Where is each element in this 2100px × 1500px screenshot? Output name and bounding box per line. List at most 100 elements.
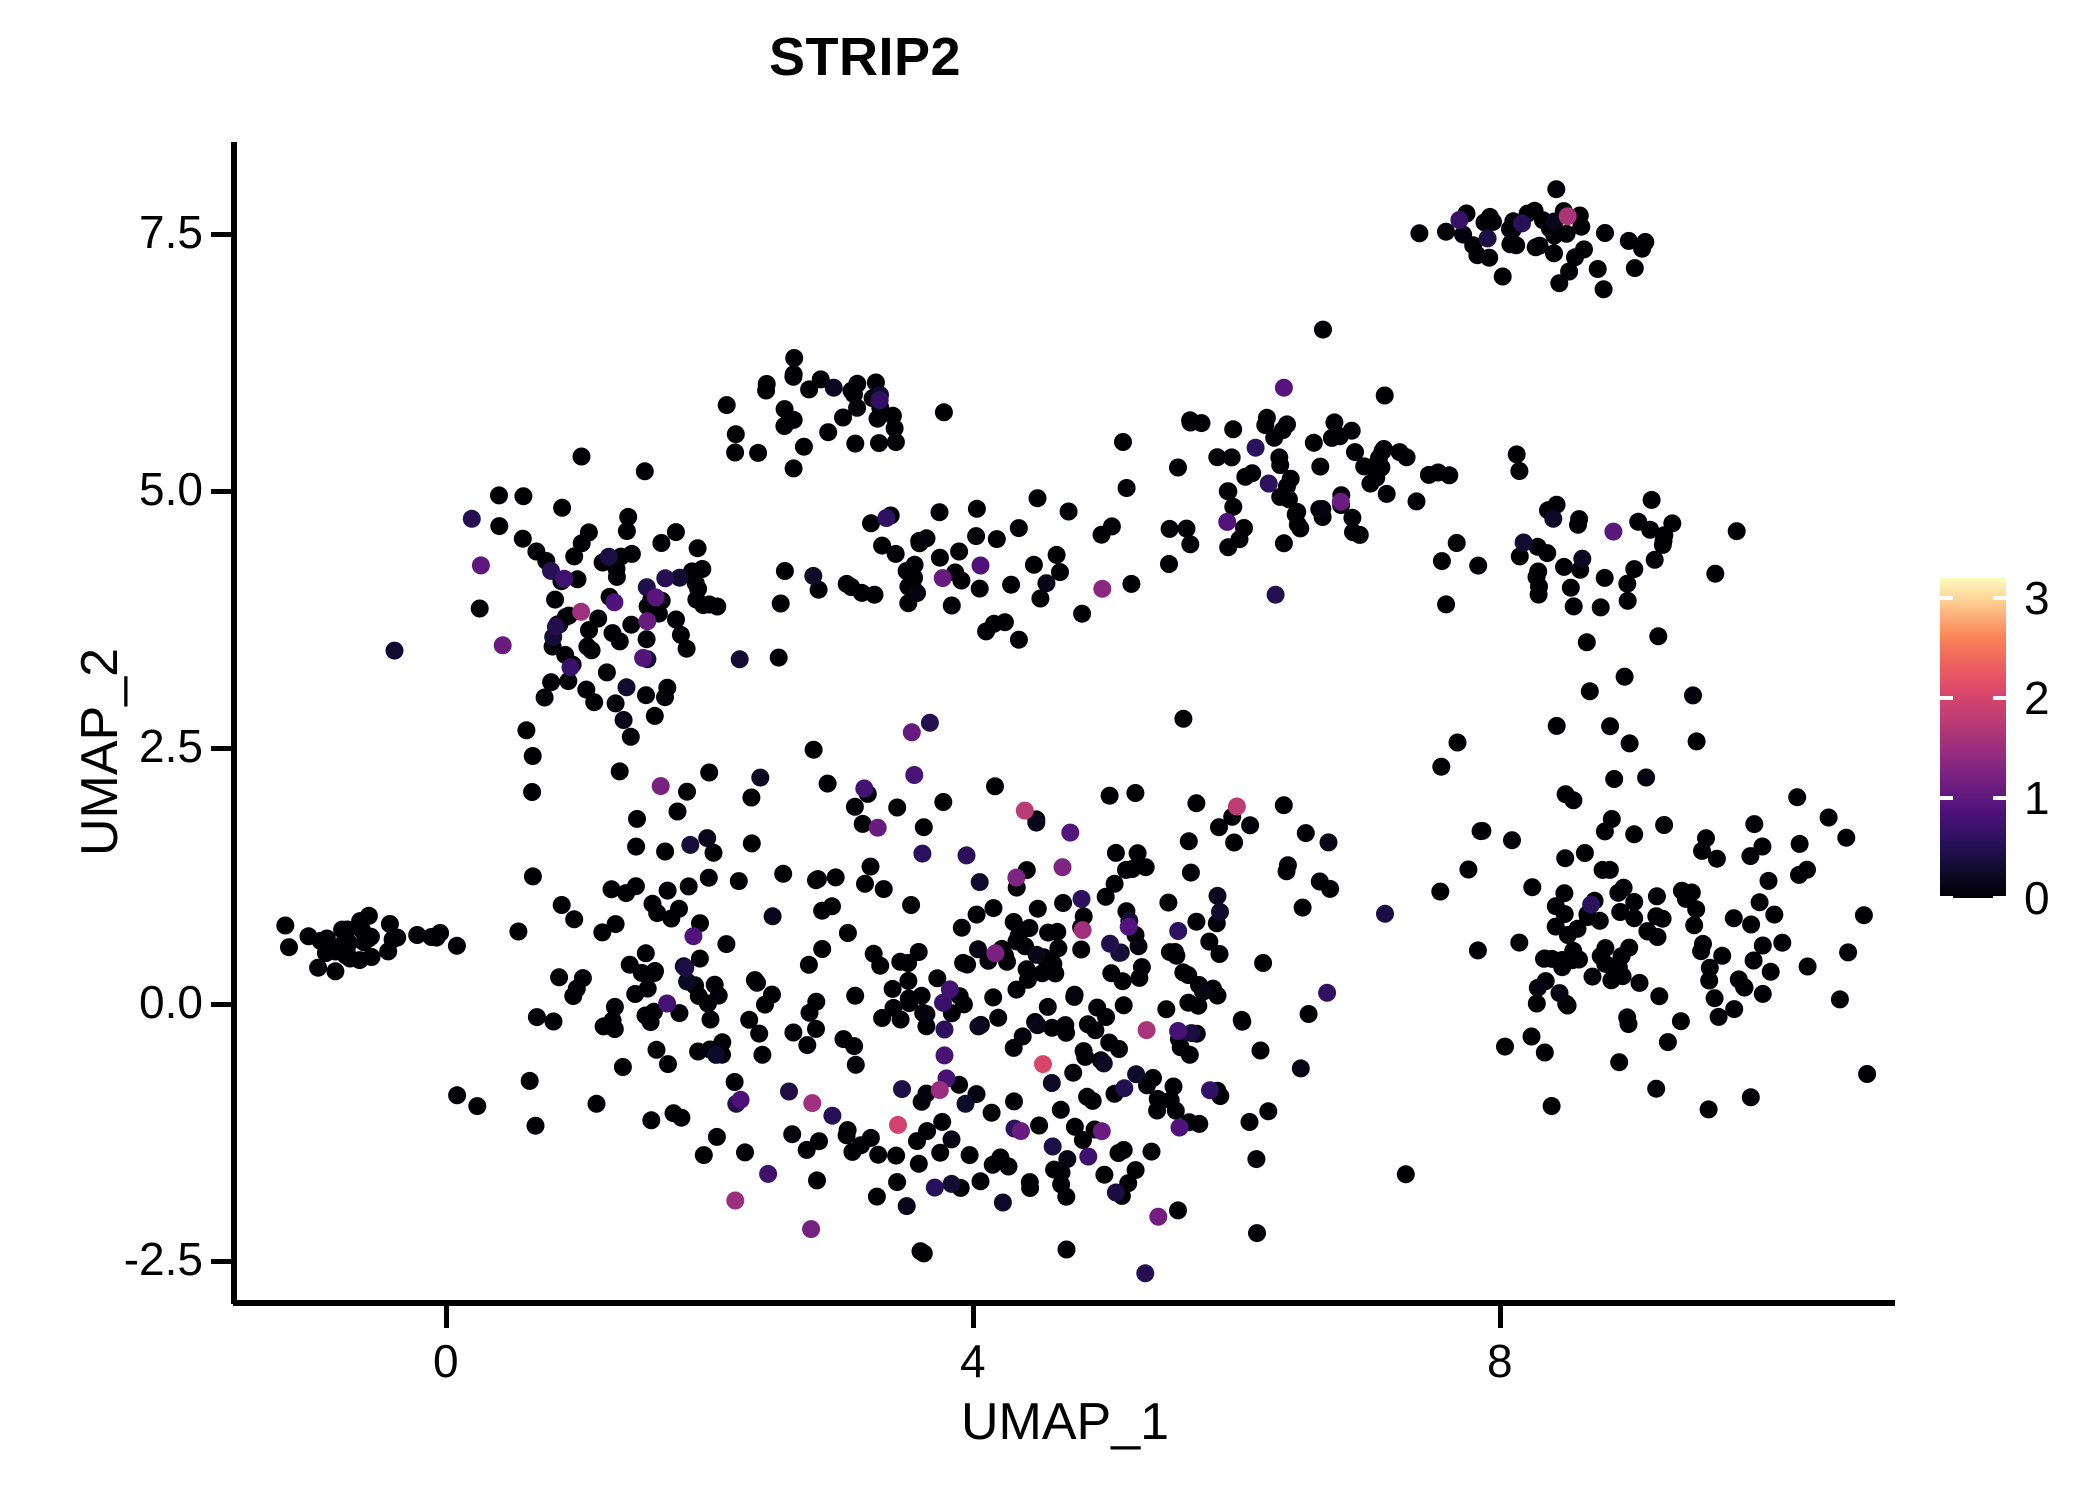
scatter-point [1527, 994, 1546, 1013]
scatter-point [740, 1010, 759, 1029]
scatter-point [1047, 545, 1066, 564]
scatter-point [1604, 522, 1623, 541]
scatter-point [565, 547, 584, 566]
scatter-point [1314, 320, 1332, 339]
scatter-point [899, 971, 918, 990]
scatter-point [1684, 686, 1702, 705]
scatter-point [1620, 938, 1639, 957]
scatter-point [1577, 633, 1596, 652]
scatter-point [1222, 448, 1241, 467]
scatter-point [1583, 967, 1602, 986]
scatter-point [1224, 420, 1243, 439]
scatter-point [1114, 433, 1132, 451]
scatter-point [942, 596, 961, 615]
scatter-point [408, 926, 427, 944]
scatter-point [1798, 957, 1817, 976]
scatter-point [1625, 825, 1644, 844]
scatter-point [853, 814, 872, 833]
scatter-point [684, 927, 703, 946]
scatter-point [1079, 1147, 1098, 1166]
scatter-point [886, 433, 905, 452]
scatter-point [681, 835, 700, 854]
scatter-point [1274, 796, 1293, 815]
scatter-point [848, 374, 867, 393]
scatter-point [707, 1127, 726, 1146]
scatter-point [1110, 1040, 1128, 1058]
colorbar-tick-mark [1940, 596, 1953, 600]
scatter-point [870, 434, 888, 453]
scatter-point [1830, 990, 1849, 1009]
scatter-point [610, 632, 629, 651]
y-tick-label: 5.0 [139, 463, 203, 516]
scatter-point [993, 1193, 1012, 1212]
scatter-point [1232, 1010, 1251, 1029]
scatter-point [493, 636, 512, 655]
scatter-point [603, 1011, 622, 1030]
scatter-point [1602, 971, 1621, 990]
scatter-point [1580, 682, 1599, 701]
x-tick-label: 0 [432, 1335, 459, 1387]
scatter-point [704, 843, 723, 862]
colorbar-legend: 0 1 2 3 [1940, 572, 2090, 924]
scatter-point [800, 380, 819, 399]
scatter-point [447, 936, 466, 955]
scatter-point [1136, 858, 1155, 877]
scatter-point [585, 693, 604, 712]
scatter-point [1311, 457, 1330, 476]
scatter-point [969, 1017, 988, 1036]
scatter-point [970, 579, 989, 598]
scatter-point [1057, 1240, 1076, 1259]
scatter-point [753, 1045, 772, 1064]
scatter-point [1187, 912, 1206, 931]
scatter-point [527, 1008, 546, 1027]
scatter-point [326, 962, 345, 981]
scatter-point [774, 864, 793, 883]
scatter-point [986, 944, 1005, 963]
scatter-point [1618, 591, 1637, 610]
x-tick-mark [970, 1306, 976, 1328]
scatter-point [1372, 458, 1391, 477]
scatter-point [1281, 469, 1300, 488]
scatter-point [868, 818, 887, 837]
page-title: STRIP2 [768, 27, 962, 87]
scatter-point [942, 1130, 961, 1149]
y-tick-label: -2.5 [123, 1232, 203, 1285]
scatter-point [982, 1103, 1001, 1122]
scatter-point [1595, 568, 1614, 587]
scatter-point [1694, 934, 1712, 953]
scatter-points-layer [276, 180, 1877, 1283]
scatter-point [1074, 907, 1093, 926]
scatter-point [726, 425, 745, 444]
scatter-point [1503, 831, 1521, 850]
scatter-point [1117, 860, 1135, 879]
scatter-point [513, 529, 532, 548]
scatter-point [984, 988, 1003, 1007]
scatter-point [848, 398, 867, 417]
scatter-point [550, 968, 569, 987]
scatter-point [1658, 1033, 1677, 1052]
scatter-point [1819, 808, 1838, 827]
scatter-point [1645, 550, 1664, 569]
scatter-point [856, 874, 874, 893]
scatter-point [874, 880, 893, 899]
scatter-point [1160, 519, 1179, 538]
scatter-point [920, 713, 939, 732]
scatter-point [647, 1040, 666, 1059]
scatter-point [1454, 225, 1473, 244]
scatter-point [1291, 1059, 1310, 1078]
scatter-point [668, 802, 687, 821]
scatter-point [490, 517, 509, 536]
scatter-point [1319, 833, 1338, 852]
scatter-point [1246, 438, 1265, 457]
y-tick-label: 7.5 [139, 206, 203, 259]
scatter-point [1304, 433, 1323, 452]
scatter-point [1129, 937, 1148, 956]
scatter-point [1468, 941, 1487, 960]
scatter-point [1522, 1027, 1541, 1046]
scatter-point [1546, 917, 1565, 936]
scatter-point [1854, 906, 1873, 925]
scatter-point [388, 928, 407, 947]
scatter-point [942, 1174, 961, 1193]
scatter-point [834, 408, 852, 427]
scatter-point [523, 747, 542, 765]
